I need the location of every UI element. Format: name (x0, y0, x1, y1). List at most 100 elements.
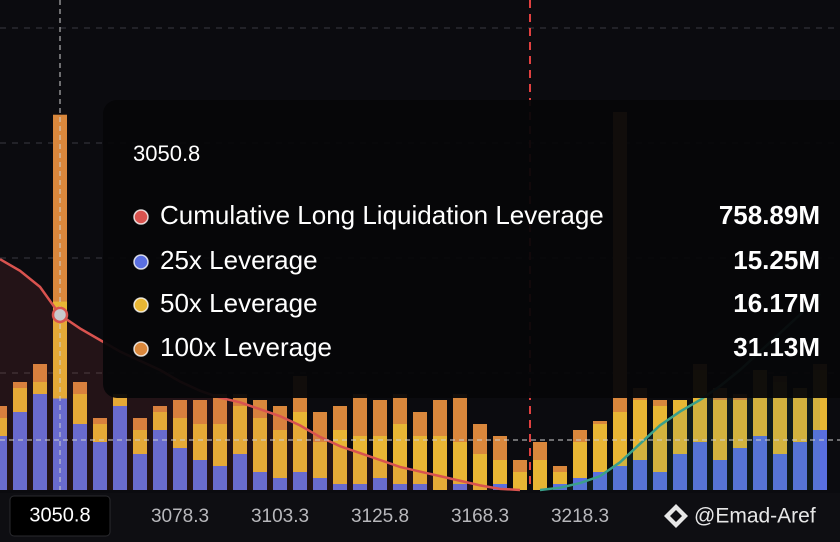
x-axis-band (0, 493, 840, 542)
tooltip-box (103, 100, 840, 398)
bar (713, 460, 727, 490)
bar (633, 460, 647, 490)
bar (153, 430, 167, 490)
bar (353, 394, 367, 436)
bar (253, 472, 267, 490)
line (0, 258, 521, 492)
crosshair-label: 3050.8 (29, 504, 90, 526)
legend-label: Cumulative Long Liquidation Leverage (160, 200, 604, 230)
x-tick-label: 3168.3 (451, 506, 509, 527)
watermark-text: @Emad-Aref (694, 505, 816, 528)
bar (753, 436, 767, 490)
hover-marker (51, 306, 69, 324)
x-tick-label: 3078.3 (151, 506, 209, 527)
bar (273, 430, 287, 478)
bar (33, 364, 47, 382)
legend-label: 100x Leverage (160, 332, 332, 362)
watermark: @Emad-Aref (664, 504, 816, 528)
bar (193, 400, 207, 424)
bar (173, 400, 187, 418)
bar (793, 388, 807, 442)
bar (413, 412, 427, 436)
bar (353, 436, 367, 484)
tooltip-value: 31.13M (733, 332, 820, 362)
bar (13, 382, 27, 388)
line-area (0, 259, 520, 490)
bar (213, 466, 227, 490)
bar (673, 454, 687, 490)
bar (613, 466, 627, 490)
bar (733, 400, 747, 448)
bar (333, 484, 347, 490)
bar (373, 478, 387, 490)
hover-marker-group (51, 306, 69, 324)
bar (33, 382, 47, 394)
x-axis: 3078.3 3103.3 3125.8 3168.3 3218.3 (151, 506, 609, 527)
bar (493, 484, 507, 490)
tooltip-value: 15.25M (733, 245, 820, 275)
bar (233, 406, 247, 454)
bar (153, 406, 167, 412)
legend-dot (133, 297, 149, 313)
bar (373, 436, 387, 478)
legend-dot (133, 209, 149, 225)
tooltip: 3050.8 Cumulative Long Liquidation Lever… (103, 100, 840, 398)
bar (233, 454, 247, 490)
bar (453, 484, 467, 490)
bar (413, 484, 427, 490)
bar (73, 382, 87, 394)
bar (353, 484, 367, 490)
bar (0, 406, 7, 418)
bar (393, 394, 407, 424)
legend-label: 50x Leverage (160, 288, 318, 318)
bar (173, 448, 187, 490)
bar (73, 394, 87, 424)
bar (533, 460, 547, 490)
bar (473, 424, 487, 454)
bar (313, 478, 327, 490)
bar (213, 394, 227, 424)
bar (433, 400, 447, 436)
bar (653, 472, 667, 490)
bar (513, 472, 527, 490)
bar (573, 442, 587, 478)
tooltip-value: 758.89M (719, 200, 820, 230)
bar (113, 406, 127, 490)
bar (693, 442, 707, 490)
legend-label: 25x Leverage (160, 245, 318, 275)
legend-dot (133, 341, 149, 357)
bar (773, 454, 787, 490)
bar (133, 454, 147, 490)
x-tick-label: 3103.3 (251, 506, 309, 527)
bar (93, 442, 107, 490)
bar (313, 442, 327, 478)
bar (613, 412, 627, 466)
bar (593, 421, 607, 424)
bar (553, 466, 567, 472)
bar (133, 418, 147, 430)
bar (13, 412, 27, 490)
bar (53, 301, 67, 399)
bar (133, 430, 147, 454)
bar (0, 418, 7, 436)
tooltip-rows: Cumulative Long Liquidation Leverage 758.… (133, 200, 820, 362)
bar (273, 406, 287, 430)
bar (153, 412, 167, 430)
bar (713, 400, 727, 460)
bar (0, 436, 7, 490)
bar (273, 478, 287, 490)
bar (293, 472, 307, 490)
bar (533, 442, 547, 460)
x-tick-label: 3218.3 (551, 506, 609, 527)
bar (13, 388, 27, 412)
bar (473, 454, 487, 490)
watermark-icon (664, 504, 688, 528)
line-area (540, 293, 820, 490)
legend-dot (133, 254, 149, 270)
bar (813, 430, 827, 490)
bar (553, 472, 567, 484)
bar (373, 400, 387, 436)
bar (573, 430, 587, 442)
